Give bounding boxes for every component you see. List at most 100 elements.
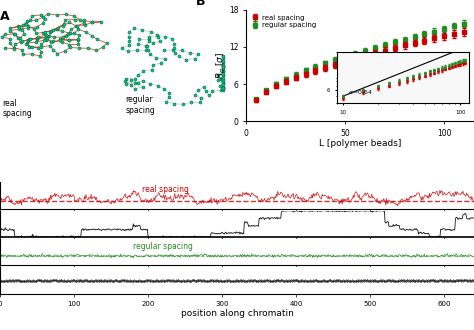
Point [1, 45, 9, 50]
Point [6, 41, 14, 46]
Point [219, 79, 227, 84]
Point [66, 31, 74, 36]
X-axis label: position along chromatin: position along chromatin [181, 309, 293, 318]
Point [58, 39, 65, 45]
Point [75, 32, 83, 37]
Point [140, 68, 147, 74]
Point [134, 41, 142, 47]
Point [53, 12, 61, 17]
Point [39, 21, 46, 26]
Point [202, 88, 210, 94]
Point [216, 83, 224, 89]
Point [28, 13, 36, 18]
Point [30, 26, 38, 32]
Point [171, 41, 178, 47]
Point [6, 36, 14, 42]
Point [61, 49, 69, 54]
Point [10, 31, 18, 37]
Point [143, 48, 150, 53]
Point [122, 81, 130, 86]
Point [157, 38, 164, 44]
Point [138, 28, 146, 33]
Point [84, 46, 92, 51]
Text: regular
spacing: regular spacing [125, 95, 155, 115]
Point [1, 32, 9, 37]
Point [191, 92, 199, 97]
Point [74, 37, 82, 42]
Point [219, 72, 227, 78]
Point [70, 14, 78, 19]
Point [131, 80, 139, 85]
Point [33, 36, 41, 41]
Point [145, 34, 153, 40]
Point [219, 84, 227, 90]
Point [146, 52, 154, 57]
Point [219, 87, 227, 92]
Point [0, 34, 6, 39]
Point [80, 18, 87, 23]
Point [136, 37, 143, 42]
Point [145, 39, 152, 44]
Point [121, 79, 129, 84]
Point [36, 53, 44, 59]
Point [191, 56, 199, 61]
Point [219, 59, 227, 64]
Point [215, 73, 222, 78]
Point [10, 46, 18, 51]
Point [81, 21, 88, 26]
Point [145, 37, 152, 42]
Point [188, 100, 195, 105]
Point [217, 77, 225, 82]
Point [160, 48, 167, 53]
Point [49, 47, 57, 52]
Point [59, 35, 67, 40]
Point [182, 57, 190, 62]
Point [143, 43, 150, 48]
Point [37, 12, 45, 17]
Point [219, 62, 227, 68]
Point [62, 12, 70, 17]
Point [218, 87, 225, 93]
Point [50, 28, 57, 33]
Point [14, 35, 22, 41]
Point [23, 40, 31, 46]
Point [22, 21, 30, 27]
Point [35, 35, 42, 40]
Point [157, 60, 164, 65]
Point [88, 19, 96, 25]
Point [21, 31, 28, 37]
Point [15, 24, 22, 29]
Point [71, 17, 78, 22]
Point [26, 37, 34, 42]
Point [139, 84, 147, 89]
Point [59, 28, 66, 34]
Point [88, 20, 96, 25]
Point [88, 33, 95, 38]
Point [62, 17, 69, 22]
Point [82, 29, 90, 35]
Point [75, 46, 83, 51]
X-axis label: L [polymer beads]: L [polymer beads] [319, 139, 401, 148]
Point [18, 39, 26, 44]
Text: regular spacing: regular spacing [133, 242, 192, 251]
Point [209, 89, 216, 94]
Point [219, 69, 227, 74]
Point [42, 32, 50, 38]
Point [149, 41, 156, 46]
Text: A: A [0, 10, 9, 23]
Point [219, 85, 227, 90]
Point [66, 45, 74, 50]
Point [128, 82, 135, 87]
Point [125, 29, 133, 35]
Point [171, 101, 178, 106]
Point [125, 34, 133, 39]
Point [67, 27, 75, 32]
Point [219, 65, 227, 70]
Point [41, 16, 48, 22]
Point [75, 27, 82, 32]
Point [130, 26, 137, 31]
Point [33, 31, 40, 36]
Point [32, 17, 39, 23]
Point [42, 34, 49, 40]
Point [59, 23, 67, 28]
